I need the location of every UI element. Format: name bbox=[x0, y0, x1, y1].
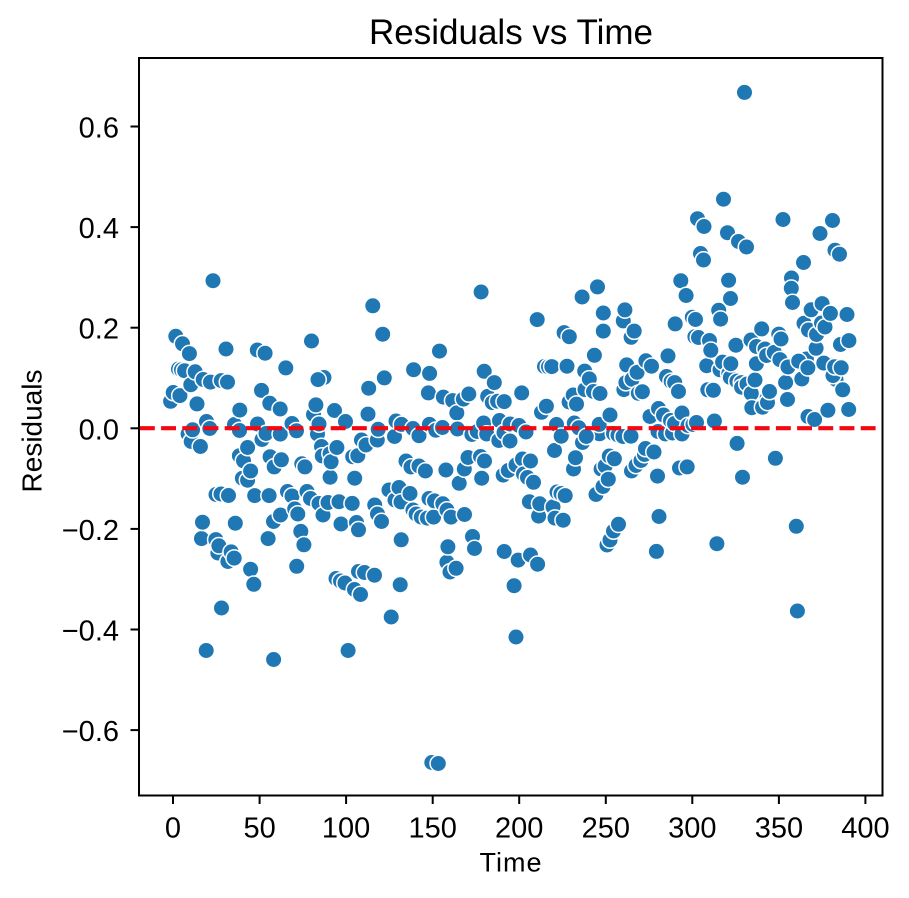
svg-text:Residuals: Residuals bbox=[17, 370, 48, 493]
svg-text:−0.6: −0.6 bbox=[62, 716, 119, 748]
svg-text:Time: Time bbox=[480, 848, 543, 878]
svg-text:100: 100 bbox=[322, 813, 370, 845]
svg-text:300: 300 bbox=[668, 813, 716, 845]
svg-text:0.6: 0.6 bbox=[79, 113, 119, 145]
svg-text:0.0: 0.0 bbox=[79, 414, 119, 446]
svg-text:350: 350 bbox=[755, 813, 803, 845]
svg-text:Residuals vs Time: Residuals vs Time bbox=[369, 13, 653, 52]
svg-text:−0.2: −0.2 bbox=[62, 515, 119, 547]
svg-text:−0.4: −0.4 bbox=[62, 616, 119, 648]
svg-text:50: 50 bbox=[243, 813, 275, 845]
svg-text:0.2: 0.2 bbox=[79, 314, 119, 346]
svg-text:0: 0 bbox=[165, 813, 181, 845]
svg-text:250: 250 bbox=[582, 813, 630, 845]
svg-text:200: 200 bbox=[495, 813, 543, 845]
svg-text:150: 150 bbox=[409, 813, 457, 845]
svg-text:400: 400 bbox=[841, 813, 889, 845]
svg-text:0.4: 0.4 bbox=[79, 213, 119, 245]
